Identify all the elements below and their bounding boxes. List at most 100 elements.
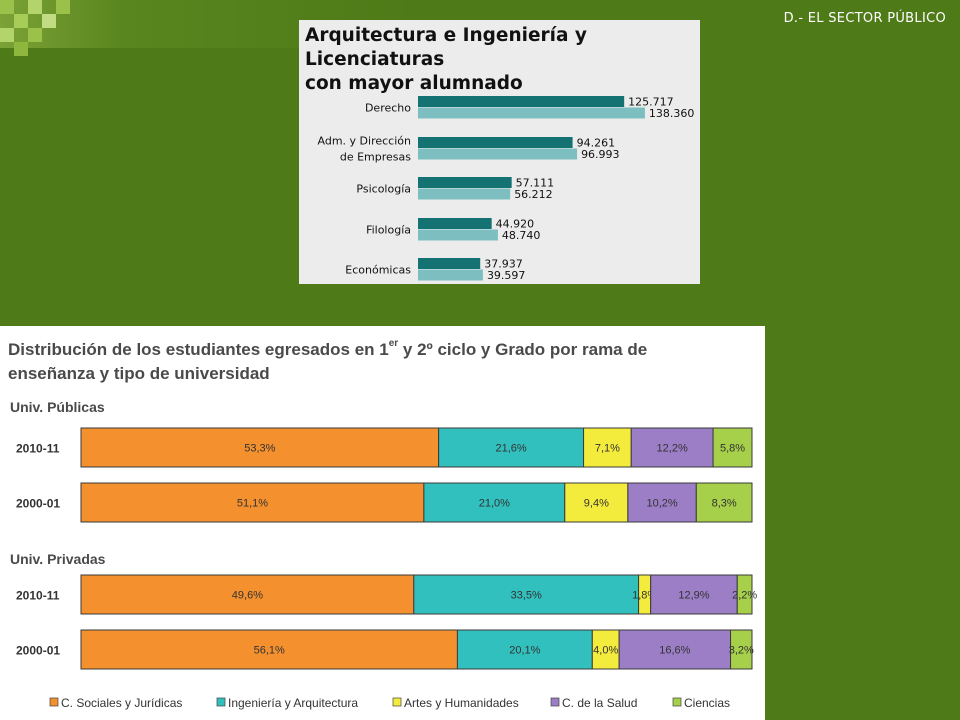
chart-panel-licenciaturas: Arquitectura e Ingeniería y Licenciatura… (299, 20, 700, 284)
bar (418, 148, 578, 160)
data-label: 10,2% (646, 498, 677, 510)
data-label: 48.740 (502, 229, 541, 242)
data-label: 21,6% (496, 443, 527, 455)
bar (418, 188, 511, 200)
data-label: 4,0% (593, 645, 618, 657)
bar (418, 258, 481, 269)
data-label: 33,5% (511, 590, 542, 602)
bar-segment (730, 629, 753, 670)
data-label: 125.717 (628, 96, 674, 109)
chart-title-line2: enseñanza y tipo de universidad (8, 364, 270, 383)
legend-swatch (49, 697, 59, 707)
category-label: de Empresas (340, 151, 411, 164)
data-label: 96.993 (581, 148, 620, 161)
legend-swatch (672, 697, 682, 707)
data-label: 57.111 (516, 177, 555, 190)
row-label: 2010-11 (16, 589, 60, 603)
group-title: Univ. Públicas (10, 399, 105, 415)
bar (418, 107, 645, 119)
chart-title-line1: Distribución de los estudiantes egresado… (8, 332, 748, 362)
data-label: 53,3% (244, 443, 275, 455)
corner-square (14, 42, 28, 56)
corner-square (0, 28, 14, 42)
category-label: Adm. y Dirección (318, 135, 411, 148)
bar-segment (618, 629, 732, 670)
legend-label: C. Sociales y Jurídicas (61, 696, 182, 710)
bar (418, 218, 492, 229)
data-label: 49,6% (232, 590, 263, 602)
data-label: 44.920 (496, 218, 535, 231)
row-label: 2000-01 (16, 644, 60, 658)
data-label: 5,8% (720, 443, 745, 455)
corner-square (0, 0, 14, 14)
category-label: Derecho (365, 102, 411, 115)
bar-segment (736, 574, 753, 615)
category-label: Filología (366, 224, 411, 237)
bar-segment (630, 427, 714, 468)
bar (418, 177, 512, 188)
bar (418, 96, 625, 107)
data-label: 12,2% (657, 443, 688, 455)
bar-segment (438, 427, 585, 468)
bar-segment (627, 482, 697, 523)
bar-segment (80, 427, 440, 468)
data-label: 39.597 (487, 269, 526, 282)
data-label: 21,0% (479, 498, 510, 510)
data-label: 9,4% (584, 498, 609, 510)
corner-square (28, 0, 42, 14)
bar (418, 269, 483, 281)
category-label: Económicas (345, 264, 411, 277)
bar-segment (591, 629, 620, 670)
data-label: 56,1% (254, 645, 285, 657)
corner-square (14, 14, 28, 28)
data-label: 20,1% (509, 645, 540, 657)
legend-label: Ciencias (684, 696, 730, 710)
data-label: 3,2% (729, 645, 754, 657)
title-superscript: er (388, 338, 399, 349)
group-title: Univ. Privadas (10, 551, 106, 567)
chart-title: Distribución de los estudiantes egresado… (8, 332, 748, 386)
slide-title: D.- EL SECTOR PÚBLICO (783, 11, 946, 26)
data-label: 16,6% (659, 645, 690, 657)
legend-swatch (392, 697, 402, 707)
data-label: 37.937 (484, 258, 523, 271)
title-text: Distribución de los estudiantes egresado… (8, 340, 389, 359)
corner-square (42, 14, 56, 28)
row-label: 2000-01 (16, 497, 60, 511)
data-label: 2,2% (732, 590, 757, 602)
bar-segment (583, 427, 632, 468)
legend-swatch (550, 697, 560, 707)
legend-label: Artes y Humanidades (404, 696, 519, 710)
data-label: 51,1% (237, 498, 268, 510)
chart-panel-egresados: Distribución de los estudiantes egresado… (0, 326, 765, 720)
bar-segment (423, 482, 566, 523)
bar-segment (80, 629, 458, 670)
legend-label: Ingeniería y Arquitectura (228, 696, 358, 710)
bar-segment (712, 427, 753, 468)
title-text: y 2º ciclo y Grado por rama de (398, 340, 648, 359)
legend-swatch (216, 697, 226, 707)
bar-segment (80, 574, 415, 615)
data-label: 138.360 (649, 107, 695, 120)
corner-square (56, 0, 70, 14)
bar (418, 137, 573, 148)
data-label: 94.261 (577, 137, 616, 150)
bar (418, 229, 498, 241)
bar-segment (456, 629, 593, 670)
legend-label: C. de la Salud (562, 696, 637, 710)
data-label: 12,9% (678, 590, 709, 602)
chart-title-line2: con mayor alumnado (305, 73, 523, 94)
stacked-bar-chart-egresados: Univ. Públicas 2010-11 53,3% 21,6% 7,1% 12,2%… (10, 399, 757, 710)
row-label: 2010-11 (16, 442, 60, 456)
corner-square (28, 28, 42, 42)
bar-segment (413, 574, 640, 615)
chart-title-line1: Arquitectura e Ingeniería y Licenciatura… (305, 25, 587, 70)
data-label: 7,1% (595, 443, 620, 455)
category-label: Psicología (356, 183, 411, 196)
bar-segment (650, 574, 738, 615)
data-label: 8,3% (712, 498, 737, 510)
bar-segment (695, 482, 753, 523)
chart-title: Arquitectura e Ingeniería y Licenciatura… (305, 24, 695, 96)
data-label: 56.212 (514, 188, 553, 201)
